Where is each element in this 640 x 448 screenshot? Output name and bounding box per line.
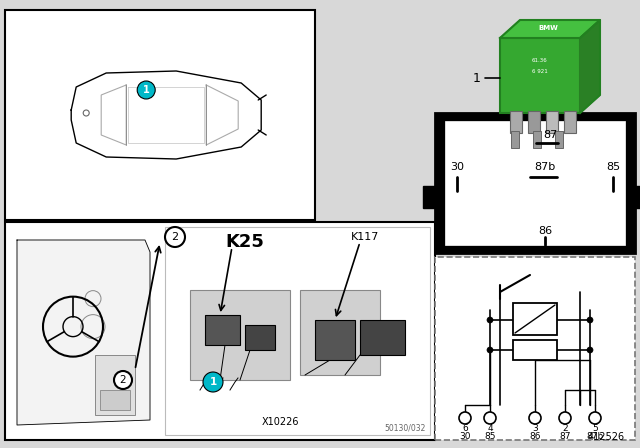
Circle shape [559,412,571,424]
Text: K25: K25 [225,233,264,251]
Circle shape [137,81,156,99]
Text: K117: K117 [351,232,379,242]
Polygon shape [580,20,600,113]
Text: 87b: 87b [586,431,604,440]
Text: 85: 85 [606,162,620,172]
Text: 30: 30 [450,162,464,172]
Bar [435,113,635,253]
Circle shape [587,347,593,353]
Polygon shape [17,240,150,425]
Text: 3: 3 [532,423,538,432]
Text: 85: 85 [484,431,496,440]
Text: 2: 2 [562,423,568,432]
Bar [533,131,541,148]
Text: 30: 30 [460,431,471,440]
Circle shape [487,317,493,323]
Bar [500,38,580,113]
Text: BMW: BMW [538,25,558,31]
Bar [546,111,558,133]
Text: 1: 1 [209,377,216,387]
Bar [5,222,435,440]
Bar [513,340,557,360]
Bar [511,131,519,148]
Bar [245,325,275,350]
Bar [555,131,563,148]
Bar [423,186,437,208]
Text: 61.36: 61.36 [532,58,548,63]
Polygon shape [500,20,600,38]
Text: 50130/032: 50130/032 [384,423,426,432]
Text: 6 921: 6 921 [532,69,548,74]
Text: 2: 2 [120,375,126,385]
Bar [315,320,355,360]
Text: 2: 2 [172,232,179,242]
Circle shape [529,412,541,424]
Bar [435,257,635,440]
Text: 87b: 87b [534,162,556,172]
Text: 1: 1 [143,85,150,95]
Bar [300,290,380,375]
Bar [100,390,130,410]
Text: 4: 4 [487,423,493,432]
Text: 412526: 412526 [588,432,625,442]
Text: 86: 86 [529,431,541,440]
Circle shape [587,317,593,323]
Bar [633,186,640,208]
Bar [528,111,540,133]
Circle shape [484,412,496,424]
Bar [165,227,430,435]
Bar [445,121,625,245]
Circle shape [487,347,493,353]
Text: X10226: X10226 [261,417,299,427]
Bar [564,111,576,133]
Text: 86: 86 [538,226,552,236]
Text: 1: 1 [473,72,481,85]
Text: 87: 87 [559,431,571,440]
Text: 87: 87 [543,130,557,140]
Bar [5,10,315,220]
Bar [95,355,135,415]
Bar [360,320,405,355]
Text: 5: 5 [592,423,598,432]
Circle shape [589,412,601,424]
Bar [513,303,557,335]
Circle shape [114,371,132,389]
Bar [510,111,522,133]
Circle shape [459,412,471,424]
Bar [190,290,290,380]
Circle shape [203,372,223,392]
Text: 6: 6 [462,423,468,432]
Bar [205,315,240,345]
Circle shape [165,227,185,247]
